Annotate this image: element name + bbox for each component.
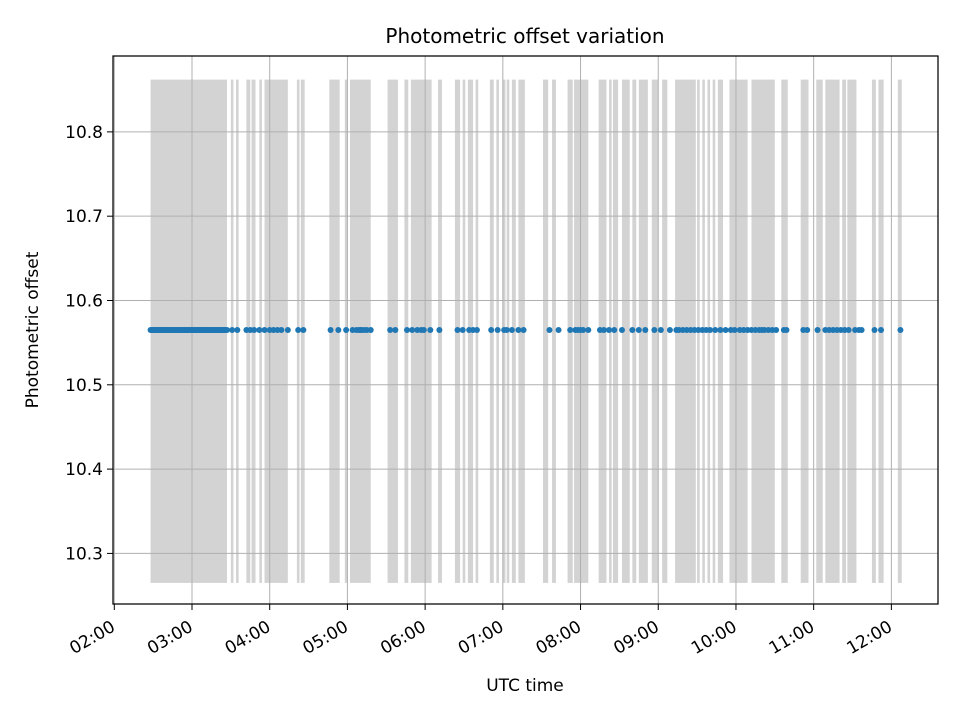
data-point [229,327,236,333]
chart-title: Photometric offset variation [385,24,664,48]
data-point [871,327,878,333]
data-point [546,327,553,333]
data-point [503,327,510,333]
data-point [234,327,241,333]
observation-band [621,79,630,583]
data-point [488,327,495,333]
data-point [473,327,480,333]
data-point [717,327,724,333]
data-point [555,327,562,333]
observation-band [847,79,857,583]
data-point [804,327,811,333]
data-point [515,327,522,333]
y-tick-label: 10.7 [65,207,103,227]
data-point [284,327,291,333]
data-point [454,327,461,333]
data-point [611,327,618,333]
data-point [404,327,410,333]
data-point [420,327,427,333]
data-point [731,327,738,333]
data-point [392,327,399,333]
data-point [635,327,642,333]
data-point [657,327,664,333]
data-point [585,327,592,333]
data-point [878,327,885,333]
observation-band [552,79,556,583]
observation-band [329,79,340,583]
observation-band [542,79,549,583]
data-point [436,327,443,333]
data-point [251,327,258,333]
data-point [261,327,268,333]
plot-frame [112,55,939,605]
data-point [520,327,527,333]
observation-band [662,79,668,583]
data-point [618,327,625,333]
data-point [600,327,607,333]
data-point [845,327,852,333]
data-point [427,327,434,333]
data-point [580,327,587,333]
data-point [494,327,501,333]
data-point [335,327,342,333]
data-point [783,327,790,333]
data-point [567,327,574,333]
data-point [814,327,821,333]
data-point [629,327,636,333]
data-point [707,327,714,333]
data-point [256,327,263,333]
data-point [295,327,302,333]
y-tick-label: 10.6 [65,291,103,311]
data-point [897,327,904,333]
data-point [300,327,307,333]
data-point [606,327,613,333]
y-tick-label: 10.3 [65,544,103,564]
data-point [387,327,394,333]
data-point [773,327,780,333]
data-point [712,327,719,333]
data-point [459,327,466,333]
data-point [343,327,350,333]
y-tick-label: 10.8 [65,123,103,143]
data-point [327,327,334,333]
data-point [651,327,658,333]
data-point [409,327,416,333]
data-point [666,327,673,333]
data-point [642,327,649,333]
y-tick-label: 10.4 [65,460,103,480]
data-point [508,327,515,333]
x-axis-title: UTC time [486,676,564,696]
y-tick-label: 10.5 [65,376,103,396]
data-point [278,327,285,333]
data-point [223,327,230,333]
y-axis-title: Photometric offset [23,251,43,408]
data-point [858,327,865,333]
data-point [722,327,729,333]
data-point [367,327,374,333]
